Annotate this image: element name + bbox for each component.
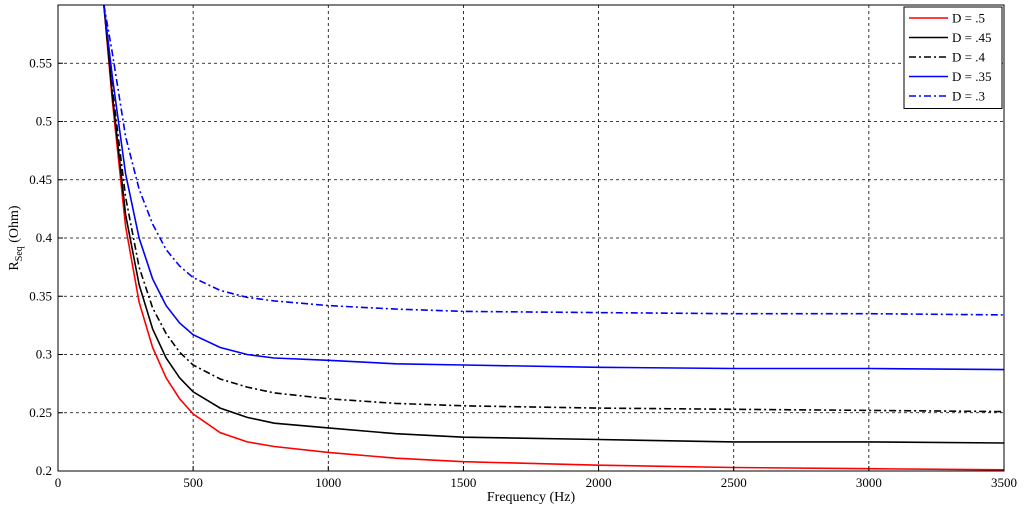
x-axis-label: Frequency (Hz)	[487, 490, 576, 505]
y-axis-label: RSeq (Ohm)	[7, 205, 25, 271]
y-tick-label: 0.5	[36, 114, 52, 129]
x-tick-label: 3500	[991, 475, 1017, 490]
legend: D = .5 D = .45 D = .4 D = .35 D = .3	[903, 6, 1003, 109]
y-tick-label: 0.3	[36, 347, 52, 362]
series-line	[103, 5, 1004, 444]
y-tick-label: 0.35	[29, 288, 52, 303]
axis-ticks: 0 500 1000 1500 2000 2500 3000 3500 0.2 0.25 0.3 0.…	[29, 55, 1017, 490]
y-tick-label: 0.2	[36, 463, 52, 478]
series-line	[103, 5, 1004, 371]
y-tick-label: 0.45	[29, 172, 52, 187]
x-tick-label: 2000	[586, 475, 612, 490]
x-tick-label: 0	[55, 475, 62, 490]
x-tick-label: 3000	[856, 475, 882, 490]
y-tick-label: 0.25	[29, 405, 52, 420]
y-axis-label-unit: (Ohm)	[7, 205, 22, 246]
x-tick-label: 1000	[315, 475, 341, 490]
legend-label: D = .45	[952, 30, 991, 45]
y-tick-label: 0.55	[29, 55, 52, 70]
legend-label: D = .5	[952, 11, 985, 26]
series-line	[103, 5, 1004, 471]
y-tick-label: 0.4	[36, 230, 53, 245]
legend-label: D = .35	[952, 69, 991, 84]
legend-label: D = .3	[952, 89, 985, 104]
grid-lines	[58, 5, 1004, 471]
x-tick-label: 500	[183, 475, 203, 490]
y-axis-label-main: R	[7, 261, 22, 271]
x-tick-label: 1500	[450, 475, 476, 490]
series-line	[103, 5, 1004, 413]
x-tick-label: 2500	[721, 475, 747, 490]
series-layer	[103, 5, 1004, 471]
legend-label: D = .4	[952, 50, 985, 65]
y-axis-label-subscript: Seq	[14, 246, 25, 261]
series-line	[103, 5, 1004, 316]
